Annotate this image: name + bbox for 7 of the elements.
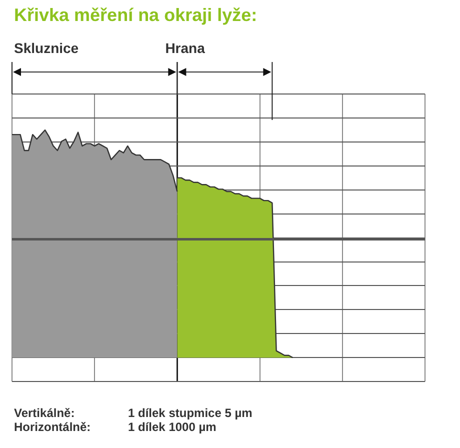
text: 1 dílek 1000 µm — [128, 420, 216, 434]
text: Skluznice — [14, 40, 79, 56]
chart-title: Křivka měření na okraji lyže: — [14, 5, 258, 26]
text: Vertikálně: — [14, 406, 75, 420]
text: Hrana — [165, 40, 205, 56]
text: Horizontálně: — [14, 420, 91, 434]
text: 1 dílek stupmice 5 µm — [128, 406, 252, 420]
